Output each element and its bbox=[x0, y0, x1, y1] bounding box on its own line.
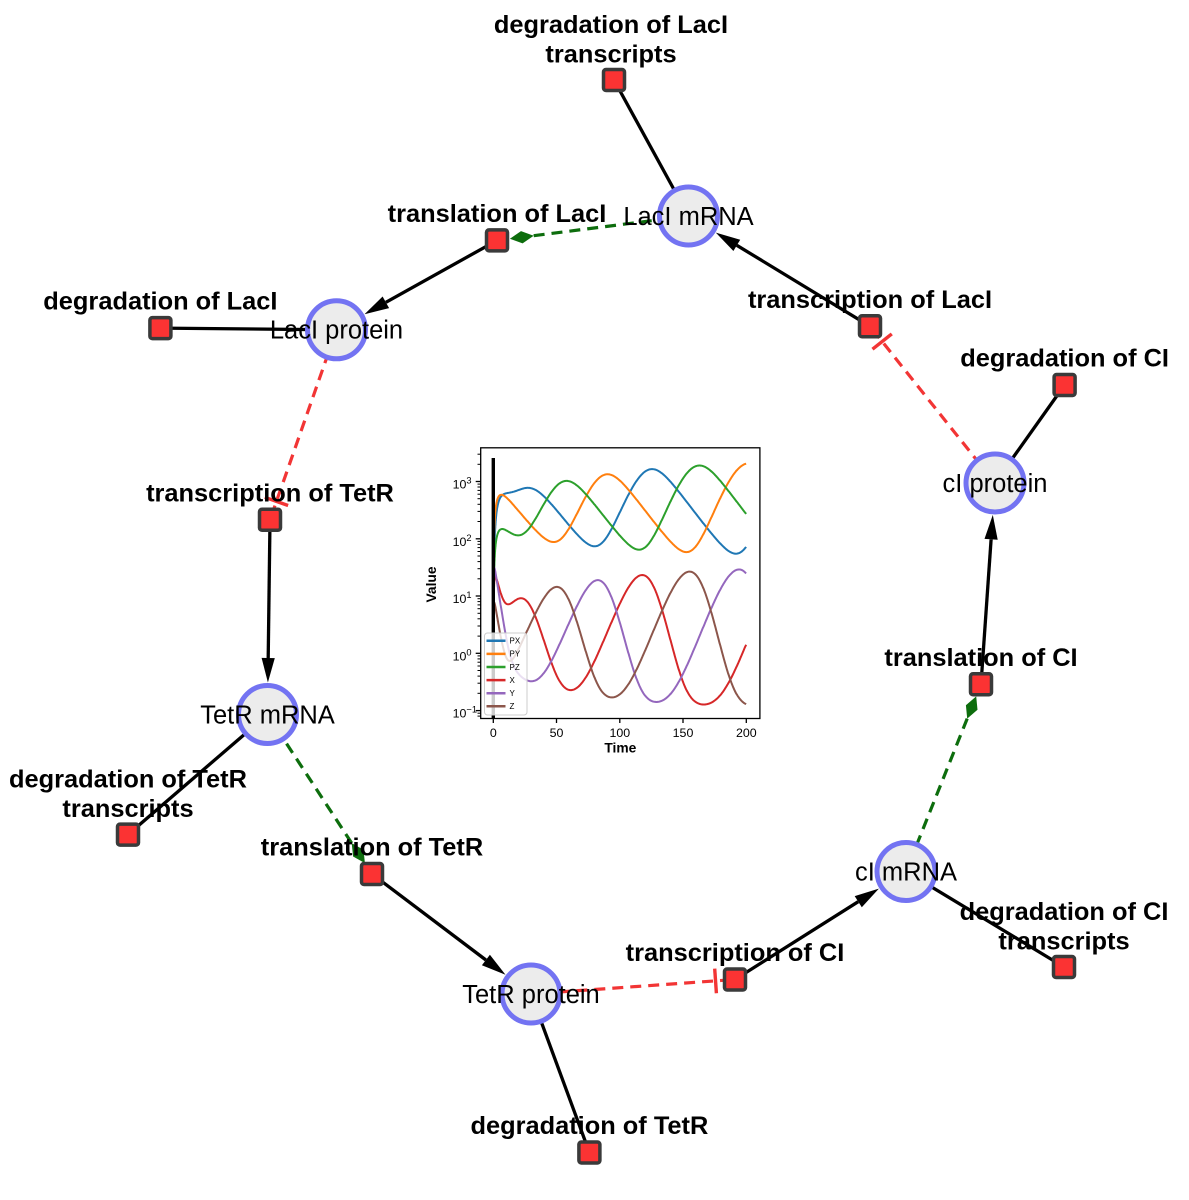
svg-text:Time: Time bbox=[604, 741, 636, 756]
svg-text:degradation of TetR: degradation of TetR bbox=[9, 766, 247, 794]
svg-text:cI mRNA: cI mRNA bbox=[855, 858, 957, 886]
svg-text:cI protein: cI protein bbox=[943, 470, 1048, 498]
svg-text:LacI protein: LacI protein bbox=[270, 317, 403, 345]
svg-text:degradation of LacI: degradation of LacI bbox=[43, 288, 277, 316]
svg-text:Z: Z bbox=[510, 702, 515, 711]
svg-text:0: 0 bbox=[490, 726, 497, 740]
svg-text:degradation of CI: degradation of CI bbox=[960, 898, 1169, 926]
svg-text:100: 100 bbox=[609, 726, 630, 740]
svg-text:PZ: PZ bbox=[510, 663, 520, 672]
svg-text:Value: Value bbox=[424, 566, 439, 602]
svg-text:Y: Y bbox=[510, 689, 516, 698]
svg-text:50: 50 bbox=[550, 726, 564, 740]
svg-text:PX: PX bbox=[510, 637, 521, 646]
svg-text:transcripts: transcripts bbox=[998, 927, 1129, 955]
svg-text:200: 200 bbox=[736, 726, 757, 740]
svg-text:degradation of LacI: degradation of LacI bbox=[494, 11, 728, 39]
svg-text:transcription of CI: transcription of CI bbox=[626, 939, 845, 967]
svg-text:transcription of LacI: transcription of LacI bbox=[748, 286, 992, 314]
svg-text:TetR mRNA: TetR mRNA bbox=[200, 701, 335, 729]
svg-text:TetR protein: TetR protein bbox=[462, 981, 600, 1009]
svg-text:150: 150 bbox=[673, 726, 694, 740]
svg-text:translation of TetR: translation of TetR bbox=[261, 834, 483, 862]
svg-text:degradation of CI: degradation of CI bbox=[960, 345, 1169, 373]
svg-text:transcription of TetR: transcription of TetR bbox=[146, 479, 394, 507]
svg-text:LacI mRNA: LacI mRNA bbox=[623, 203, 753, 231]
svg-text:PY: PY bbox=[510, 650, 521, 659]
svg-text:translation of CI: translation of CI bbox=[884, 644, 1077, 672]
svg-text:transcripts: transcripts bbox=[62, 795, 193, 823]
svg-text:translation of LacI: translation of LacI bbox=[388, 200, 607, 228]
svg-text:X: X bbox=[510, 676, 516, 685]
svg-text:degradation of TetR: degradation of TetR bbox=[470, 1112, 708, 1140]
svg-text:transcripts: transcripts bbox=[545, 40, 676, 68]
